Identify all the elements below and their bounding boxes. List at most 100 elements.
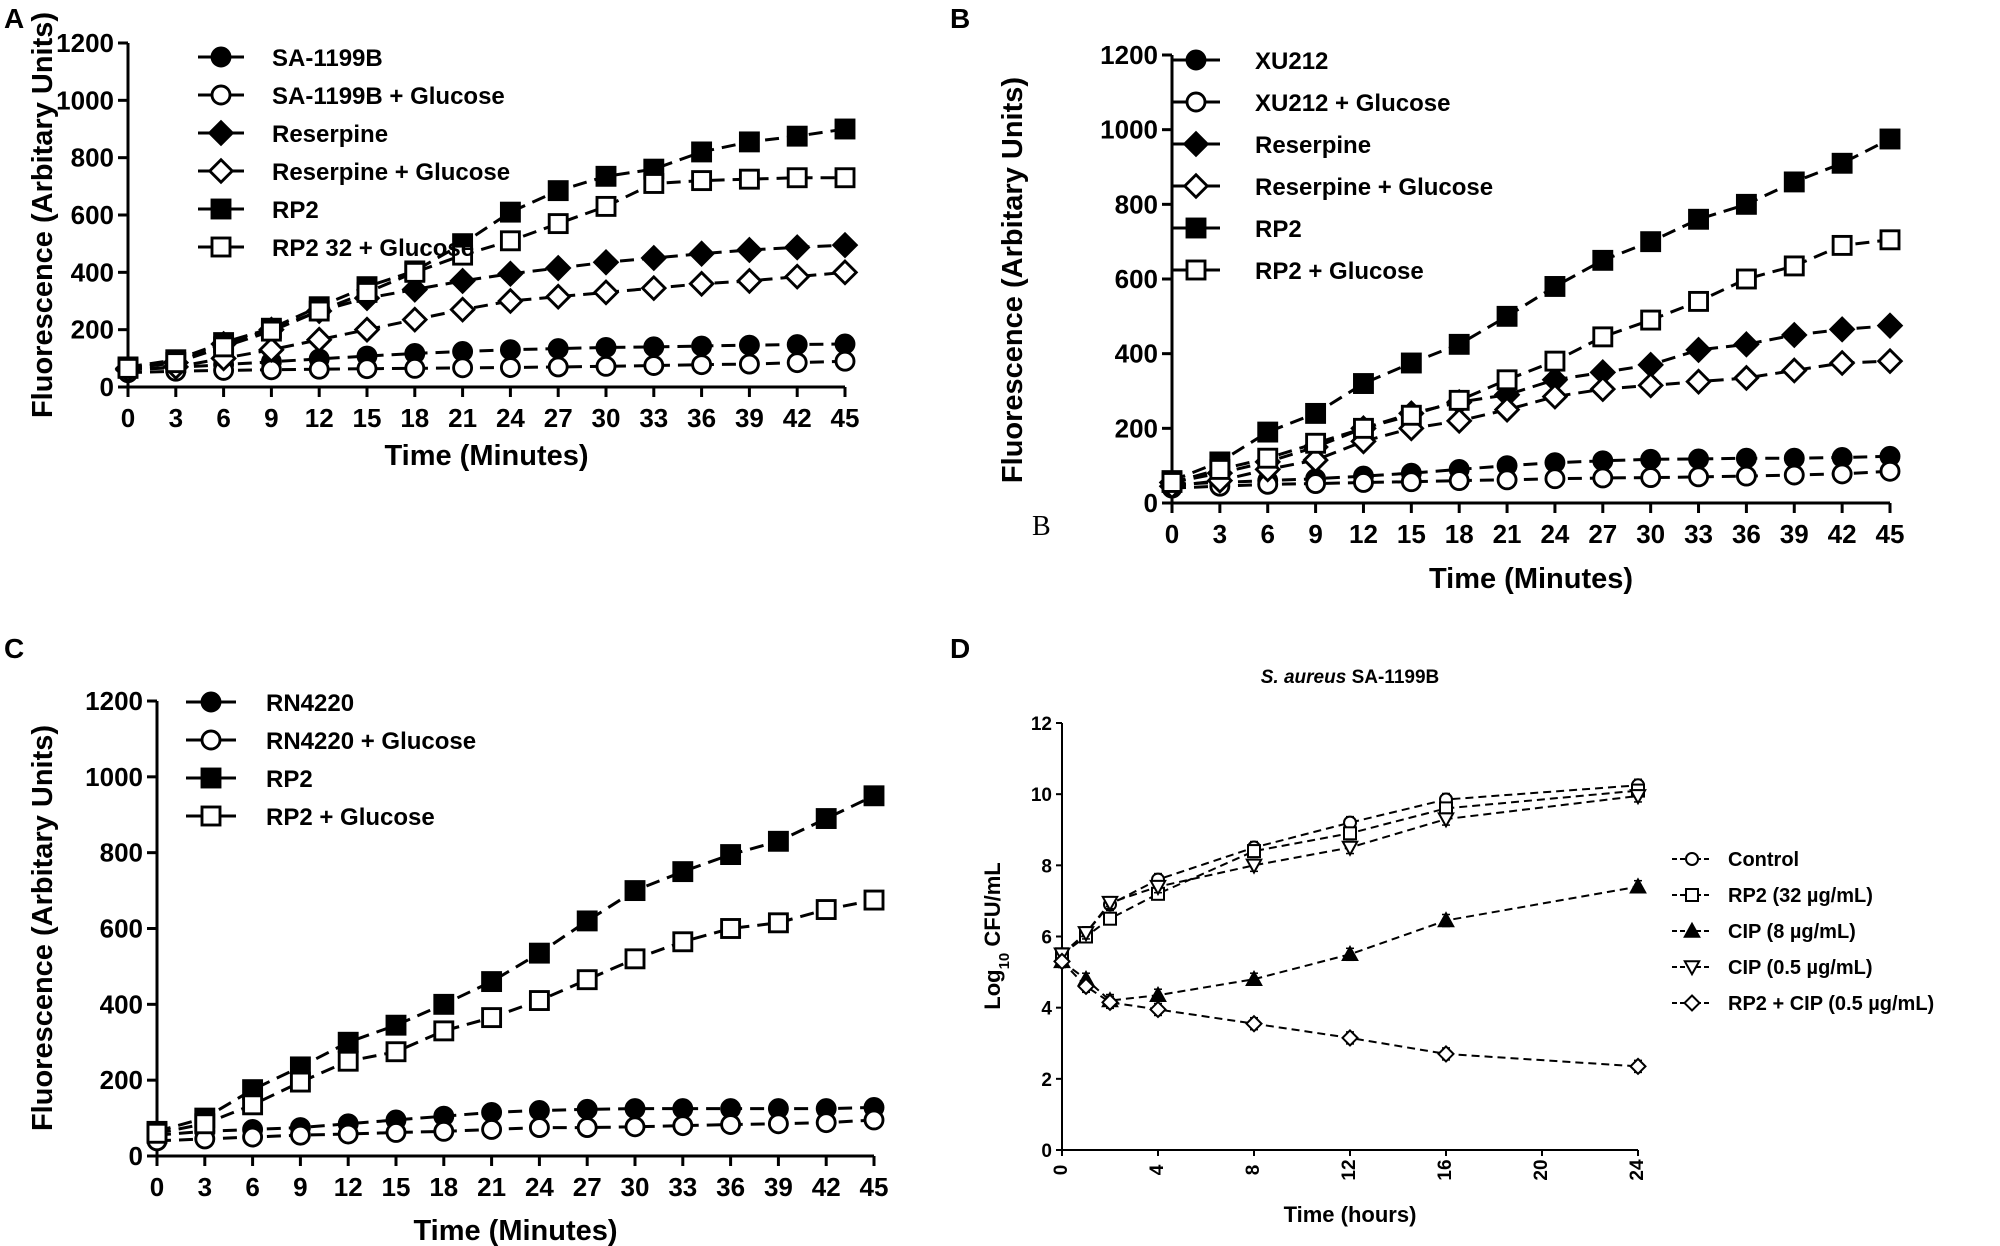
x-tick-label-c: 6 [245, 1172, 259, 1202]
data-point-c-rp2-glucose [289, 1071, 311, 1093]
legend-item-b-xu212: XU212 [1172, 48, 1328, 75]
legend-label-b: RP2 [1255, 216, 1302, 243]
legend-item-d-rp2-32-g-ml: RP2 (32 µg/mL) [1672, 885, 1873, 907]
data-point-a-sa-1199b [595, 337, 617, 358]
data-point-b-rp2-glucose [1353, 417, 1374, 439]
data-point-a-reserpine [688, 240, 715, 267]
legend-item-b-reserpine: Reserpine [1172, 130, 1371, 159]
data-point-c-rp2-glucose [815, 899, 837, 920]
series-line-a-reserpine-glucose [127, 270, 846, 372]
data-point-d-cip-0-5-g-ml [1629, 789, 1647, 806]
data-point-a-sa-1199b [786, 334, 808, 356]
data-point-c-rp2 [672, 861, 694, 883]
data-point-b-reserpine-glucose [1733, 364, 1760, 392]
x-tick-label-d: 12 [1339, 1159, 1360, 1180]
legend-item-c-rp2: RP2 [186, 766, 313, 793]
data-point-c-rn4220-glucose [481, 1119, 503, 1140]
legend-item-c-rp2-glucose: RP2 + Glucose [186, 804, 435, 831]
data-point-b-xu212 [1688, 448, 1709, 470]
data-point-b-reserpine-glucose [1780, 357, 1808, 384]
data-point-b-reserpine [1828, 316, 1856, 343]
series-d-rp2-cip-0-5-g-ml [1053, 952, 1647, 1076]
data-point-a-sa-1199b [738, 334, 760, 356]
data-point-c-rn4220-glucose [624, 1116, 646, 1138]
legend-label-b: XU212 + Glucose [1255, 90, 1450, 117]
data-point-a-reserpine [736, 236, 763, 264]
data-point-a-rp2-32-glucose [308, 300, 330, 322]
data-point-c-rn4220-glucose [242, 1126, 264, 1148]
data-point-a-rp2-32-glucose [117, 357, 139, 379]
data-point-c-rn4220-glucose [337, 1123, 359, 1145]
data-point-c-rp2 [481, 971, 503, 993]
data-point-b-xu212 [1592, 450, 1614, 472]
data-point-d-rp2-32-g-ml [1247, 844, 1261, 859]
x-tick-label-c: 36 [716, 1172, 745, 1202]
y-tick-label-d: 6 [1041, 928, 1052, 949]
legend-label-a: SA-1199B [272, 45, 383, 72]
y-tick-label-d: 8 [1041, 856, 1052, 877]
x-tick-label-a: 33 [639, 403, 668, 433]
data-point-b-rp2-glucose [1592, 326, 1614, 348]
data-point-c-rp2-glucose [146, 1122, 168, 1144]
legend-label-a: SA-1199B + Glucose [272, 83, 505, 110]
series-c-rp2-glucose [146, 889, 885, 1144]
series-b-rp2-glucose [1161, 229, 1901, 493]
data-point-a-sa-1199b-glucose [499, 357, 521, 378]
legend-label-c: RN4220 [266, 690, 354, 717]
legend-marker-b-xu212 [1185, 49, 1207, 71]
x-tick-label-b: 27 [1588, 519, 1617, 549]
x-tick-label-a: 0 [121, 403, 135, 433]
data-point-b-rp2-glucose [1209, 458, 1231, 480]
y-tick-label-b: 800 [1115, 189, 1158, 219]
data-point-c-rn4220 [576, 1098, 598, 1120]
data-point-a-rp2-32-glucose [834, 167, 856, 189]
series-a-rp2-32-glucose [117, 167, 856, 379]
legend-label-d: CIP (0.5 µg/mL) [1728, 957, 1873, 979]
data-point-b-rp2 [1400, 352, 1422, 374]
y-tick-label-b: 400 [1115, 339, 1158, 369]
x-tick-label-c: 3 [198, 1172, 212, 1202]
x-tick-label-b: 30 [1636, 519, 1665, 549]
y-tick-label-d: 12 [1031, 714, 1052, 735]
data-point-c-rp2 [767, 830, 789, 852]
x-tick-label-c: 12 [334, 1172, 363, 1202]
data-point-c-rn4220-glucose [385, 1122, 407, 1143]
legend-marker-a-rp2-32-glucose [210, 236, 232, 258]
x-tick-label-a: 12 [305, 403, 334, 433]
data-point-d-cip-8-g-ml [1149, 985, 1167, 1002]
legend-label-d: Control [1728, 849, 1799, 871]
legend-label-c: RN4220 + Glucose [266, 728, 476, 755]
data-point-a-rp2-32-glucose [404, 261, 426, 283]
data-point-a-sa-1199b [499, 339, 521, 361]
data-point-d-rp2-cip-0-5-g-ml [1053, 952, 1071, 971]
series-line-d-cip-8-g-ml [1061, 885, 1639, 1002]
data-point-c-rp2-glucose [242, 1094, 264, 1116]
data-point-a-rp2-32-glucose [786, 167, 808, 189]
data-point-b-rp2 [1592, 249, 1614, 271]
data-point-b-rp2-glucose [1305, 432, 1327, 454]
legend-item-d-rp2-cip-0-5-g-ml: RP2 + CIP (0.5 µg/mL) [1672, 993, 1934, 1015]
data-point-b-xu212 [1640, 448, 1662, 470]
data-point-a-reserpine [401, 276, 429, 303]
data-point-a-sa-1199b-glucose [308, 358, 330, 380]
x-tick-label-c: 0 [150, 1172, 164, 1202]
data-point-a-sa-1199b-glucose [452, 357, 474, 379]
data-point-b-reserpine [1733, 331, 1760, 358]
x-tick-label-c: 21 [477, 1172, 506, 1202]
data-point-b-rp2 [1831, 152, 1853, 174]
data-point-c-rp2 [385, 1014, 407, 1036]
data-point-a-reserpine-glucose [783, 263, 811, 290]
series-line-b-reserpine [1171, 324, 1891, 484]
data-point-b-xu212-glucose [1879, 460, 1901, 482]
x-tick-label-b: 45 [1876, 519, 1905, 549]
legend-item-d-control: Control [1672, 849, 1799, 871]
panel-letter-d: D [950, 633, 970, 664]
x-tick-label-a: 18 [400, 403, 429, 433]
data-point-b-reserpine [1780, 321, 1808, 349]
x-tick-label-b: 21 [1493, 519, 1522, 549]
y-tick-label-b: 600 [1115, 264, 1158, 294]
